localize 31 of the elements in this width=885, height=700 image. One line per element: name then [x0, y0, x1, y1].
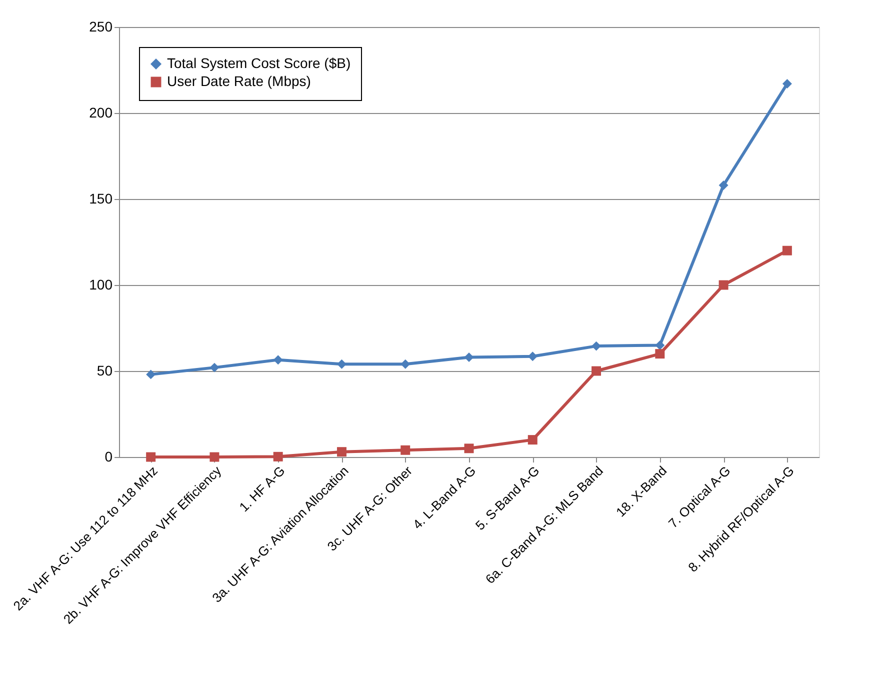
point — [273, 452, 283, 462]
point — [464, 352, 474, 362]
point — [782, 246, 792, 256]
y-tick-label: 250 — [89, 18, 113, 34]
point — [655, 349, 665, 359]
y-tick-label: 150 — [89, 190, 113, 206]
point — [400, 359, 410, 369]
point — [336, 447, 346, 457]
point — [400, 445, 410, 455]
x-tick-label: 1. HF A-G — [236, 463, 288, 515]
point — [146, 370, 156, 380]
point — [273, 355, 283, 365]
point — [718, 180, 728, 190]
y-tick-label: 100 — [89, 276, 113, 292]
y-tick-label: 200 — [89, 104, 113, 120]
point — [718, 280, 728, 290]
point — [210, 452, 220, 462]
legend-label: User Date Rate (Mbps) — [167, 73, 311, 89]
point — [528, 435, 538, 445]
point — [146, 452, 156, 462]
point — [528, 352, 538, 362]
point — [782, 79, 792, 89]
y-tick-label: 50 — [96, 362, 113, 378]
point — [210, 362, 220, 372]
point — [464, 444, 474, 454]
point — [336, 359, 346, 369]
point — [592, 341, 602, 351]
y-tick-label: 0 — [104, 448, 113, 464]
point — [655, 340, 665, 350]
point — [592, 366, 602, 376]
legend-label: Total System Cost Score ($B) — [167, 55, 351, 71]
